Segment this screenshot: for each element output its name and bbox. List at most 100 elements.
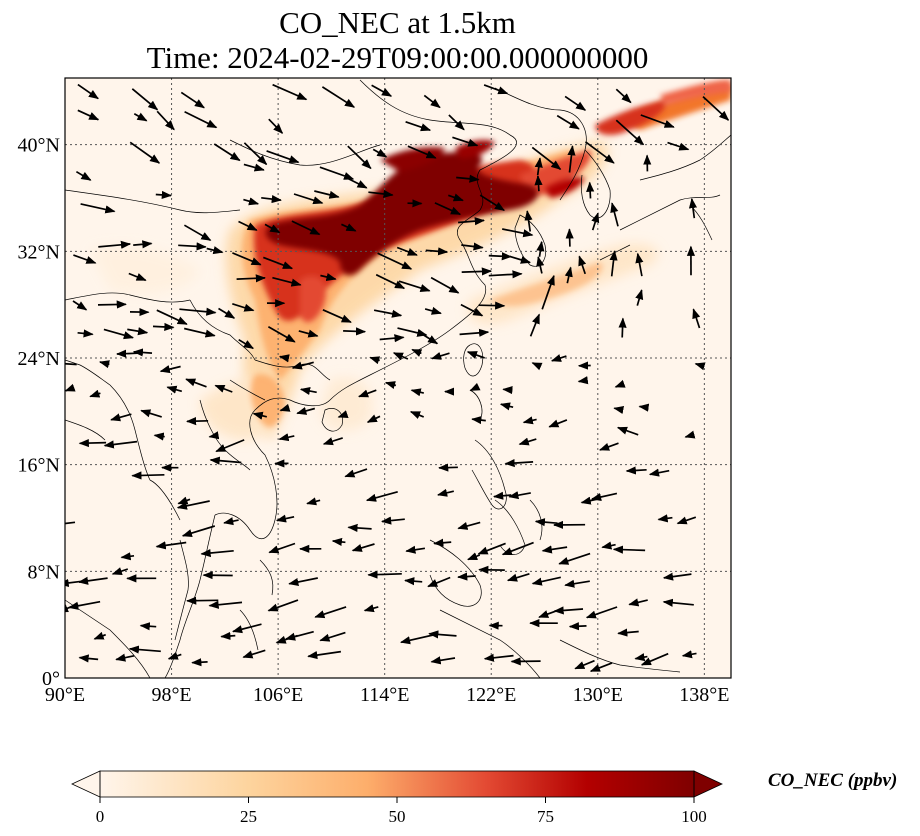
wind-arrow	[288, 577, 318, 586]
wind-arrow	[306, 497, 321, 506]
wind-arrow	[601, 541, 616, 550]
wind-arrow	[369, 356, 381, 365]
colorbar-label: CO_NEC (ppbv)	[768, 770, 898, 791]
wind-arrow	[337, 410, 349, 418]
wind-arrow	[591, 212, 600, 231]
wind-arrow	[214, 384, 233, 393]
wind-arrow	[347, 523, 372, 533]
wind-arrow	[115, 349, 138, 358]
wind-arrow	[635, 252, 644, 277]
wind-arrow	[68, 600, 101, 610]
wind-arrow	[448, 193, 464, 202]
wind-arrow	[365, 490, 398, 502]
wind-arrow	[120, 552, 135, 561]
wind-arrow	[477, 542, 506, 555]
wind-arrow	[483, 653, 514, 662]
lat-tick-label: 40°N	[18, 135, 60, 157]
wind-arrow	[405, 545, 426, 554]
wind-arrow	[467, 552, 481, 561]
wind-arrow	[541, 545, 568, 554]
wind-arrow	[78, 654, 99, 663]
wind-arrow	[152, 322, 175, 332]
wind-arrow	[176, 500, 210, 510]
lon-tick-labels: 90°E 98°E 106°E 114°E 122°E 130°E 138°E	[45, 684, 730, 706]
wind-arrow	[351, 543, 375, 552]
wind-arrow	[167, 651, 182, 660]
wind-arrow	[377, 252, 413, 270]
wind-arrow	[80, 203, 116, 214]
wind-arrow	[616, 426, 639, 436]
wind-arrow	[694, 362, 706, 371]
wind-arrow	[320, 273, 337, 281]
wind-arrow	[98, 240, 132, 249]
wind-arrow	[208, 600, 243, 609]
wind-arrow	[322, 437, 343, 446]
wind-arrow	[156, 309, 188, 325]
wind-arrow	[461, 267, 493, 276]
wind-arrow	[506, 572, 530, 582]
wind-arrow	[577, 376, 589, 385]
wind-arrow	[404, 577, 423, 586]
wind-arrow	[405, 120, 432, 132]
wind-arrow	[564, 579, 590, 588]
wind-arrow	[504, 459, 534, 468]
wind-arrow	[366, 414, 381, 423]
wind-arrow	[460, 303, 484, 317]
wind-arrow	[466, 351, 485, 359]
wind-arrow	[430, 276, 460, 294]
wind-arrow	[252, 411, 268, 420]
wind-arrow	[553, 606, 584, 615]
wind-arrow	[613, 405, 625, 414]
wind-arrow	[524, 210, 533, 232]
wind-arrow	[648, 468, 670, 477]
lon-tick-label: 138°E	[679, 684, 729, 706]
colorbar: 0 25 50 75 100	[71, 770, 723, 826]
wind-arrow	[392, 352, 409, 361]
plot-title-line1: CO_NEC at 1.5km	[279, 5, 516, 40]
wind-arrow	[688, 197, 698, 219]
wind-arrow	[180, 91, 205, 109]
wind-arrow	[115, 653, 135, 662]
wind-arrow	[184, 327, 216, 338]
wind-arrow	[610, 202, 619, 227]
wind-arrow	[585, 606, 618, 619]
wind-arrow	[461, 242, 484, 251]
wind-arrow	[347, 145, 372, 170]
wind-arrow	[536, 256, 545, 274]
wind-arrow	[372, 148, 388, 158]
lon-tick-label: 122°E	[466, 684, 516, 706]
colorbar-extend-high	[693, 770, 723, 798]
wind-arrow	[314, 190, 340, 199]
wind-arrow	[564, 266, 573, 284]
coastlines	[65, 79, 731, 678]
lat-tick-labels: 0° 8°N 16°N 24°N 32°N 40°N	[18, 135, 60, 690]
wind-arrow	[341, 223, 357, 232]
wind-arrow	[612, 545, 646, 554]
wind-arrow	[128, 272, 147, 282]
wind-arrow	[186, 596, 219, 605]
colorbar-tick-label: 0	[96, 807, 105, 826]
wind-arrow	[367, 570, 402, 579]
wind-arrow	[264, 223, 281, 234]
wind-arrow	[243, 163, 265, 172]
wind-arrow	[430, 352, 450, 360]
wind-arrow	[499, 402, 514, 411]
wind-arrow	[139, 622, 157, 631]
wind-arrow	[103, 440, 138, 449]
wind-arrow	[522, 416, 537, 425]
wind-arrow	[425, 247, 449, 256]
wind-arrow	[638, 403, 650, 412]
wind-arrow	[662, 598, 694, 607]
wind-arrow	[296, 406, 316, 415]
wind-arrow	[65, 359, 77, 368]
wind-arrow	[272, 83, 308, 101]
wind-arrow	[509, 255, 531, 264]
wind-arrow	[508, 491, 531, 500]
wind-arrow	[410, 388, 424, 397]
wind-arrow	[434, 202, 462, 216]
wind-arrow	[215, 439, 245, 453]
lon-tick-label: 130°E	[573, 684, 623, 706]
lat-tick-label: 0°	[42, 668, 60, 690]
wind-arrow	[140, 409, 162, 418]
wind-arrow	[272, 276, 302, 287]
